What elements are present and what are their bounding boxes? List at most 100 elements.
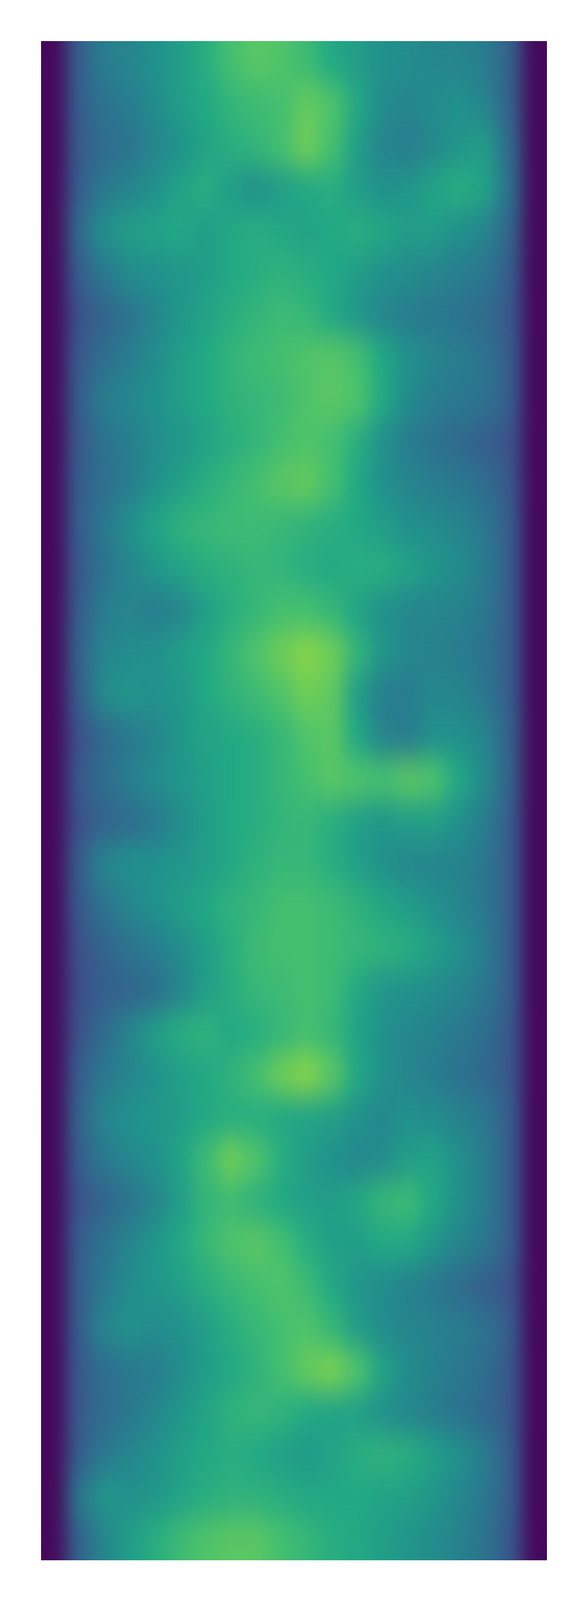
heatmap-cell (243, 1264, 270, 1308)
heatmap-cell (218, 842, 245, 886)
heatmap-cell (420, 1306, 447, 1350)
heatmap-cell (521, 378, 547, 421)
heatmap-cell (521, 969, 547, 1012)
heatmap-cell (420, 800, 447, 844)
heatmap-cell (167, 885, 194, 928)
heatmap-cell (344, 800, 371, 844)
heatmap-cell (521, 1264, 547, 1308)
heatmap-cell (117, 1475, 144, 1519)
heatmap-cell (394, 167, 421, 211)
heatmap-cell (66, 210, 93, 253)
heatmap-cell (521, 631, 547, 675)
heatmap-cell (142, 716, 169, 759)
heatmap-cell (294, 336, 321, 379)
heatmap-cell (420, 41, 447, 84)
heatmap-cell (470, 1475, 497, 1519)
heatmap-cell (167, 758, 194, 801)
heatmap-cell (269, 1306, 296, 1350)
heatmap-cell (394, 800, 421, 844)
heatmap-cell (243, 378, 270, 421)
heatmap-cell (243, 1095, 270, 1139)
heatmap-cell (117, 462, 144, 506)
heatmap-cell (117, 547, 144, 591)
heatmap-cell (41, 926, 68, 970)
heatmap-cell (269, 800, 296, 844)
heatmap-cell (369, 547, 396, 591)
heatmap-cell (41, 41, 68, 84)
heatmap-cell (243, 1390, 270, 1434)
heatmap-cell (66, 674, 93, 717)
heatmap-cell (193, 926, 220, 970)
heatmap-cell (394, 210, 421, 253)
heatmap-cell (318, 1180, 345, 1223)
heatmap-cell (294, 1475, 321, 1519)
heatmap-cell (369, 716, 396, 759)
heatmap-cell (243, 758, 270, 801)
heatmap-cell (91, 167, 118, 211)
heatmap-cell (420, 251, 447, 295)
heatmap-cell (193, 167, 220, 211)
heatmap-cell (294, 547, 321, 591)
heatmap-cell (269, 336, 296, 379)
heatmap-cell (193, 674, 220, 717)
heatmap-cell (496, 1264, 523, 1308)
heatmap-cell (344, 1433, 371, 1476)
heatmap-cell (142, 589, 169, 632)
heatmap-cell (117, 41, 144, 84)
heatmap-cell (167, 1349, 194, 1392)
heatmap-cell (496, 1390, 523, 1434)
heatmap-cell (243, 1011, 270, 1055)
heatmap-cell (470, 505, 497, 548)
heatmap-cell (243, 547, 270, 591)
heatmap-cell (521, 1349, 547, 1392)
heatmap-cell (193, 589, 220, 632)
heatmap-cell (269, 1433, 296, 1476)
heatmap-cell (167, 969, 194, 1012)
heatmap-cell (167, 1264, 194, 1308)
heatmap-cell (470, 1264, 497, 1308)
heatmap-cell (41, 969, 68, 1012)
heatmap-cell (496, 631, 523, 675)
heatmap-cell (193, 505, 220, 548)
heatmap-cell (445, 294, 472, 337)
heatmap-cell (344, 1306, 371, 1350)
heatmap-cell (344, 1053, 371, 1096)
heatmap-cell (243, 969, 270, 1012)
heatmap-cell (445, 1433, 472, 1476)
heatmap-cell (117, 336, 144, 379)
heatmap-cell (294, 926, 321, 970)
heatmap-cell (66, 800, 93, 844)
heatmap-cell (193, 1264, 220, 1308)
heatmap-cell (91, 210, 118, 253)
background (0, 0, 588, 1600)
heatmap-cell (496, 1011, 523, 1055)
heatmap-cell (394, 758, 421, 801)
heatmap-cell (496, 800, 523, 844)
heatmap-cell (142, 1264, 169, 1308)
heatmap-cell (369, 1011, 396, 1055)
heatmap-cell (521, 1053, 547, 1096)
heatmap-cell (243, 251, 270, 295)
heatmap-cell (318, 1095, 345, 1139)
heatmap-cell (218, 716, 245, 759)
heatmap-cell (218, 1011, 245, 1055)
heatmap-cell (394, 336, 421, 379)
heatmap-cell (445, 378, 472, 421)
heatmap-cell (445, 758, 472, 801)
heatmap-cell (344, 41, 371, 84)
heatmap-cell (344, 842, 371, 886)
heatmap-cell (496, 1222, 523, 1265)
heatmap-cell (91, 83, 118, 126)
heatmap-cell (243, 210, 270, 253)
heatmap-cell (218, 378, 245, 421)
heatmap-cell (41, 631, 68, 675)
heatmap-cell (218, 1053, 245, 1096)
heatmap-cell (318, 716, 345, 759)
heatmap-cell (445, 800, 472, 844)
heatmap-cell (496, 1138, 523, 1181)
heatmap-cell (41, 758, 68, 801)
heatmap-cell (41, 1222, 68, 1265)
heatmap-cell (294, 1011, 321, 1055)
heatmap-cell (41, 1180, 68, 1223)
heatmap-cell (66, 378, 93, 421)
